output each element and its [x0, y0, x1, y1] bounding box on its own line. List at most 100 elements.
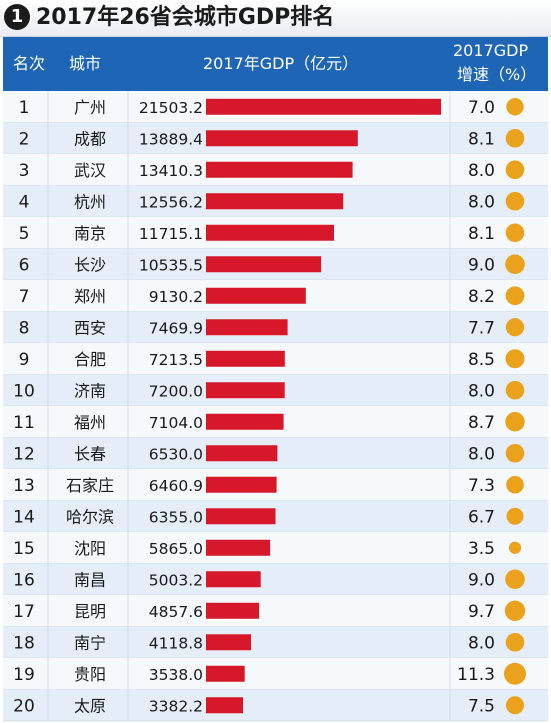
rank-label: 10 — [13, 381, 35, 401]
row-background — [3, 689, 548, 721]
gdp-bar — [206, 319, 288, 336]
rank-label: 18 — [13, 633, 35, 653]
rank-label: 4 — [19, 192, 30, 212]
growth-dot — [506, 507, 524, 525]
gdp-value-label: 10535.5 — [139, 256, 203, 274]
gdp-bar — [206, 130, 358, 147]
gdp-bar — [206, 445, 278, 462]
city-label: 石家庄 — [66, 476, 114, 495]
rank-label: 11 — [13, 413, 35, 433]
city-label: 郑州 — [74, 287, 106, 306]
row-background — [3, 658, 548, 690]
growth-value-label: 6.7 — [468, 507, 495, 527]
gdp-bar — [206, 256, 322, 273]
gdp-bar — [206, 476, 277, 493]
table-row: 13 石家庄 6460.9 7.3 — [3, 469, 548, 501]
rank-label: 12 — [13, 444, 35, 464]
gdp-bar — [206, 382, 285, 399]
growth-value-label: 11.3 — [457, 665, 495, 685]
table-row: 20 太原 3382.2 7.5 — [3, 689, 548, 722]
gdp-value-label: 5865.0 — [149, 540, 203, 558]
gdp-value-label: 4118.8 — [149, 634, 203, 652]
header-rank: 名次 — [13, 54, 46, 73]
growth-value-label: 9.0 — [468, 255, 495, 275]
gdp-value-label: 6460.9 — [149, 477, 203, 495]
gdp-value-label: 21503.2 — [139, 99, 203, 117]
city-label: 长沙 — [74, 255, 106, 274]
growth-dot — [506, 696, 524, 715]
table-row: 9 合肥 7213.5 8.5 — [3, 343, 548, 375]
growth-value-label: 8.7 — [468, 413, 495, 433]
city-label: 济南 — [74, 381, 106, 400]
gdp-value-label: 3382.2 — [149, 697, 203, 715]
rank-label: 16 — [13, 570, 35, 590]
row-background — [3, 563, 548, 595]
gdp-bar — [206, 634, 251, 651]
gdp-value-label: 7200.0 — [149, 382, 203, 400]
growth-dot — [505, 286, 525, 306]
growth-dot — [505, 380, 525, 400]
growth-dot — [505, 254, 525, 275]
table-row: 16 南昌 5003.2 9.0 — [3, 563, 548, 596]
rank-label: 1 — [19, 98, 30, 118]
header-city: 城市 — [69, 54, 102, 73]
table-row: 5 南京 11715.1 8.1 — [3, 217, 548, 249]
growth-dot — [508, 541, 522, 554]
row-background — [3, 532, 548, 564]
gdp-bar — [206, 161, 353, 178]
table-row: 8 西安 7469.9 7.7 — [3, 311, 548, 344]
rank-label: 5 — [19, 224, 30, 244]
gdp-value-label: 11715.1 — [139, 225, 203, 243]
city-label: 成都 — [74, 129, 106, 148]
growth-dot — [505, 318, 525, 337]
city-label: 南昌 — [74, 570, 106, 589]
header-gdp: 2017年GDP（亿元） — [203, 54, 359, 73]
table-row: 19 贵阳 3538.0 11.3 — [3, 658, 548, 690]
gdp-value-label: 3538.0 — [149, 666, 203, 684]
growth-value-label: 7.3 — [468, 476, 495, 496]
rank-label: 7 — [19, 287, 30, 307]
title-number-badge: 1 — [4, 4, 30, 30]
growth-value-label: 8.0 — [468, 444, 495, 464]
gdp-value-label: 7469.9 — [149, 319, 203, 337]
growth-value-label: 7.7 — [468, 318, 495, 338]
growth-dot — [505, 632, 525, 652]
table-header: 名次 城市 2017年GDP（亿元） 2017GDP 增速（%） — [3, 37, 548, 91]
gdp-value-label: 12556.2 — [139, 193, 203, 211]
growth-value-label: 8.0 — [468, 381, 495, 401]
city-label: 杭州 — [74, 192, 106, 211]
city-label: 哈尔滨 — [66, 507, 114, 526]
rank-label: 19 — [13, 665, 35, 685]
rank-label: 17 — [13, 602, 35, 622]
growth-value-label: 8.1 — [468, 224, 495, 244]
table-row: 17 昆明 4857.6 9.7 — [3, 595, 548, 627]
rank-label: 13 — [13, 476, 35, 496]
growth-dot — [506, 475, 524, 494]
table-row: 15 沈阳 5865.0 3.5 — [3, 532, 548, 564]
gdp-bar — [206, 350, 285, 367]
city-label: 武汉 — [74, 161, 106, 180]
rank-label: 3 — [19, 161, 30, 181]
rank-label: 2 — [19, 129, 30, 149]
gdp-bar — [206, 224, 334, 241]
growth-value-label: 7.5 — [468, 696, 495, 716]
city-label: 贵阳 — [74, 665, 106, 684]
rank-label: 20 — [13, 696, 35, 716]
row-background — [3, 595, 548, 627]
city-label: 合肥 — [74, 350, 106, 369]
gdp-bar — [206, 508, 276, 525]
gdp-value-label: 9130.2 — [149, 288, 203, 306]
rank-label: 8 — [19, 318, 30, 338]
growth-dot — [504, 600, 526, 621]
table-row: 6 长沙 10535.5 9.0 — [3, 248, 548, 281]
gdp-value-label: 7104.0 — [149, 414, 203, 432]
growth-dot — [505, 191, 525, 211]
table-row: 10 济南 7200.0 8.0 — [3, 374, 548, 407]
table-row: 11 福州 7104.0 8.7 — [3, 406, 548, 438]
rank-label: 14 — [13, 507, 35, 527]
growth-dot — [505, 223, 525, 243]
gdp-ranking-table: 1 广州 21503.2 7.02 成都 13889.4 8.13 武汉 13410.3 8.04… — [3, 91, 548, 722]
title-bar: 1 2017年26省会城市GDP排名 — [0, 0, 551, 37]
growth-value-label: 8.5 — [468, 350, 495, 370]
